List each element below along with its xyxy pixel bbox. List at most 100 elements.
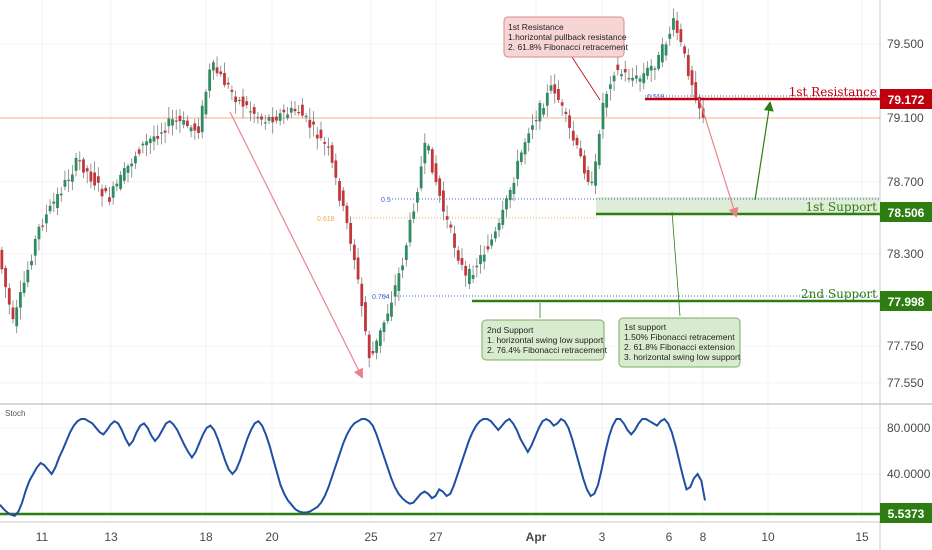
candle [531,114,534,140]
resistance-callout-connector [569,53,601,101]
time-tick: 8 [700,530,707,544]
candle [560,99,564,116]
candle [174,109,178,130]
candle [486,234,490,253]
resistance-callout-line-3: 2. 61.8% Fibonacci retracement [508,42,629,52]
support-1-callout-line-2: 1.50% Fibonacci retracement [624,332,735,342]
candle [48,199,52,215]
candle [211,59,215,80]
candle [479,244,482,274]
candle [378,328,382,353]
candle [85,165,89,184]
support-1-callout-connector [671,211,681,317]
bearish-projection-arrow-2 [698,97,739,218]
candle [111,181,115,205]
candle [434,155,438,186]
bullish-projection-arrow [754,101,774,201]
candle [516,149,520,187]
candle [564,107,568,123]
candle [386,303,390,324]
candle [171,109,174,136]
candle [501,200,505,229]
candle [505,195,508,218]
candle [108,186,111,206]
resistance-1-label: 1st Resistance [789,85,877,99]
time-tick: 3 [599,530,606,544]
candle [0,246,4,274]
time-tick: 20 [265,530,279,544]
candle [93,161,97,191]
candle [200,100,204,139]
oscillator-tick: 80.0000 [887,421,931,435]
candle [126,163,130,183]
candle [568,109,571,139]
time-tick: 18 [199,530,213,544]
candle [263,115,267,130]
candle [267,114,271,125]
candle [575,134,579,149]
candle [15,299,19,334]
candle [289,101,293,118]
candle [597,130,601,170]
candle [393,274,397,306]
candle [59,187,63,202]
candle [657,51,661,72]
oscillator-line [0,417,706,517]
oscillator-panel[interactable] [0,405,880,522]
oscillator-value: 5.5373 [888,507,925,521]
candle [223,62,226,88]
candle [334,153,338,186]
candle [638,75,642,92]
candle [7,283,11,315]
support-2-callout: 2nd Support 1. horizontal swing low supp… [481,319,608,361]
resistance-callout-line-1: 1st Resistance [508,22,564,32]
time-axis[interactable]: 11 13 18 20 25 27 Apr 3 6 8 10 15 [36,530,869,544]
candle [508,187,512,209]
candle [675,11,679,41]
candle [167,106,171,134]
candle [189,125,193,138]
candle [100,184,104,207]
support-1-value: 78.506 [888,206,925,220]
candle [423,133,427,174]
candle [634,65,638,84]
support-2-price-badge: 77.998 [880,291,932,311]
candle [382,320,386,342]
candle [460,248,464,271]
candle [304,112,308,123]
candle [219,65,223,77]
price-tick: 79.100 [887,111,924,125]
candle [63,170,67,191]
candle [404,242,408,267]
candle [453,225,456,258]
candle [553,74,557,104]
resistance-callout: 1st Resistance 1.horizontal pullback res… [503,16,629,58]
candle [271,107,275,134]
candle [349,216,353,251]
support-1-price-badge: 78.506 [880,202,932,222]
candle [430,147,434,175]
price-tick: 79.500 [887,37,924,51]
candle [252,103,256,123]
candle [11,300,15,324]
candle [245,96,249,109]
candle [119,171,122,191]
candle [438,175,442,203]
candle [256,111,260,124]
candle [104,185,108,194]
price-axis[interactable]: 79.500 79.100 78.700 78.300 77.750 77.55… [887,37,924,390]
candle [620,69,623,80]
fib-label-0-5: 0.5 [381,197,391,204]
candle [397,267,401,301]
candle [241,88,245,119]
oscillator-value-badge: 5.5373 [880,503,932,523]
candle [41,218,45,232]
candle [33,235,37,266]
candle [683,44,686,58]
resistance-callout-line-2: 1.horizontal pullback resistance [508,32,627,42]
time-tick: 27 [429,530,443,544]
candle [545,84,549,117]
candle [163,122,167,144]
candle [519,149,523,166]
